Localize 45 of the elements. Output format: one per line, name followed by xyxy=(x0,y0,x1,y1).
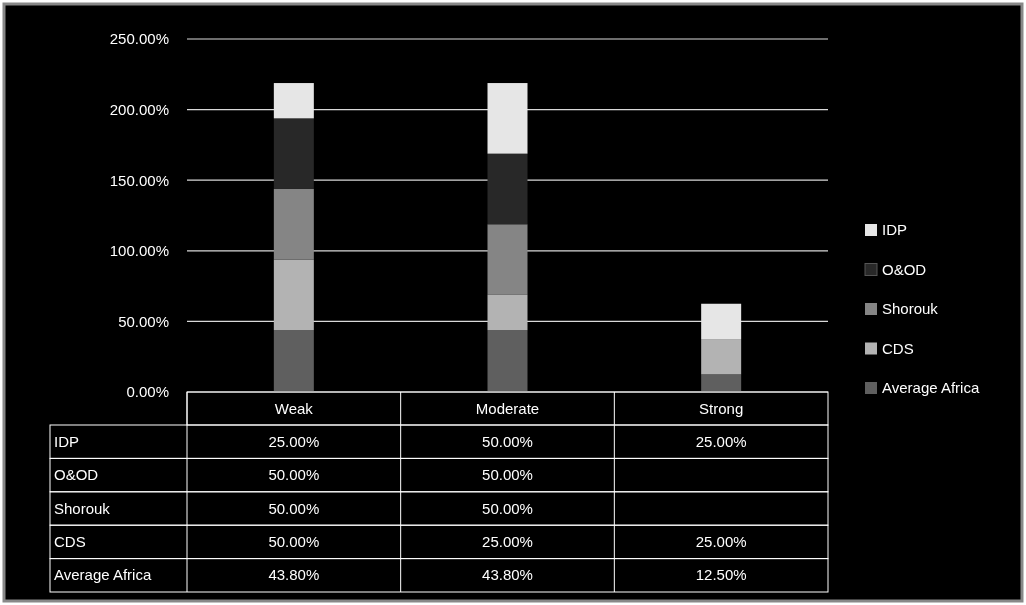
x-tick-label: Strong xyxy=(699,399,744,417)
bar xyxy=(701,303,742,340)
bar xyxy=(701,374,742,392)
bar xyxy=(273,188,314,260)
text: CDS xyxy=(54,532,86,550)
bar xyxy=(487,294,528,331)
data-label: 43.80% xyxy=(482,566,533,584)
bar xyxy=(273,118,314,189)
y-tick-label: 200.00% xyxy=(109,100,169,118)
data-label: 25.00% xyxy=(268,432,320,450)
data-label: 25.00% xyxy=(695,532,747,550)
legend-label: Average Africa xyxy=(882,379,980,396)
text: Shorouk xyxy=(54,499,110,517)
legend-label: CDS xyxy=(882,339,914,357)
text: O&OD xyxy=(54,466,99,484)
text: IDP xyxy=(54,432,80,450)
data-label: 50.00% xyxy=(268,532,320,550)
bar xyxy=(487,330,528,392)
bar xyxy=(487,224,528,295)
text: Average Africa xyxy=(54,566,152,584)
data-label: 50.00% xyxy=(268,466,320,484)
data-label: 50.00% xyxy=(482,432,533,450)
data-label: 25.00% xyxy=(482,532,533,550)
data-label: 50.00% xyxy=(482,466,533,484)
legend-label: O&OD xyxy=(882,260,927,278)
legend-label: IDP xyxy=(882,221,908,238)
y-tick-label: 150.00% xyxy=(109,171,169,189)
bar xyxy=(487,153,528,225)
x-tick-label: Weak xyxy=(274,399,314,417)
data-label: 50.00% xyxy=(482,499,533,517)
data-label: 43.80% xyxy=(268,566,320,584)
bar xyxy=(273,83,314,119)
y-tick-label: 100.00% xyxy=(109,242,169,260)
bar xyxy=(701,339,742,375)
data-label: 50.00% xyxy=(268,499,320,517)
x-tick-label: Moderate xyxy=(475,399,540,417)
y-tick-label: 0.00% xyxy=(126,383,169,401)
data-label: 12.50% xyxy=(695,566,747,584)
y-tick-label: 50.00% xyxy=(118,312,169,330)
bar xyxy=(273,259,314,331)
legend-label: Shorouk xyxy=(882,300,939,317)
data-label: 25.00% xyxy=(695,432,747,450)
bar xyxy=(487,83,528,154)
y-tick-label: 250.00% xyxy=(109,30,169,48)
bar xyxy=(273,330,314,392)
